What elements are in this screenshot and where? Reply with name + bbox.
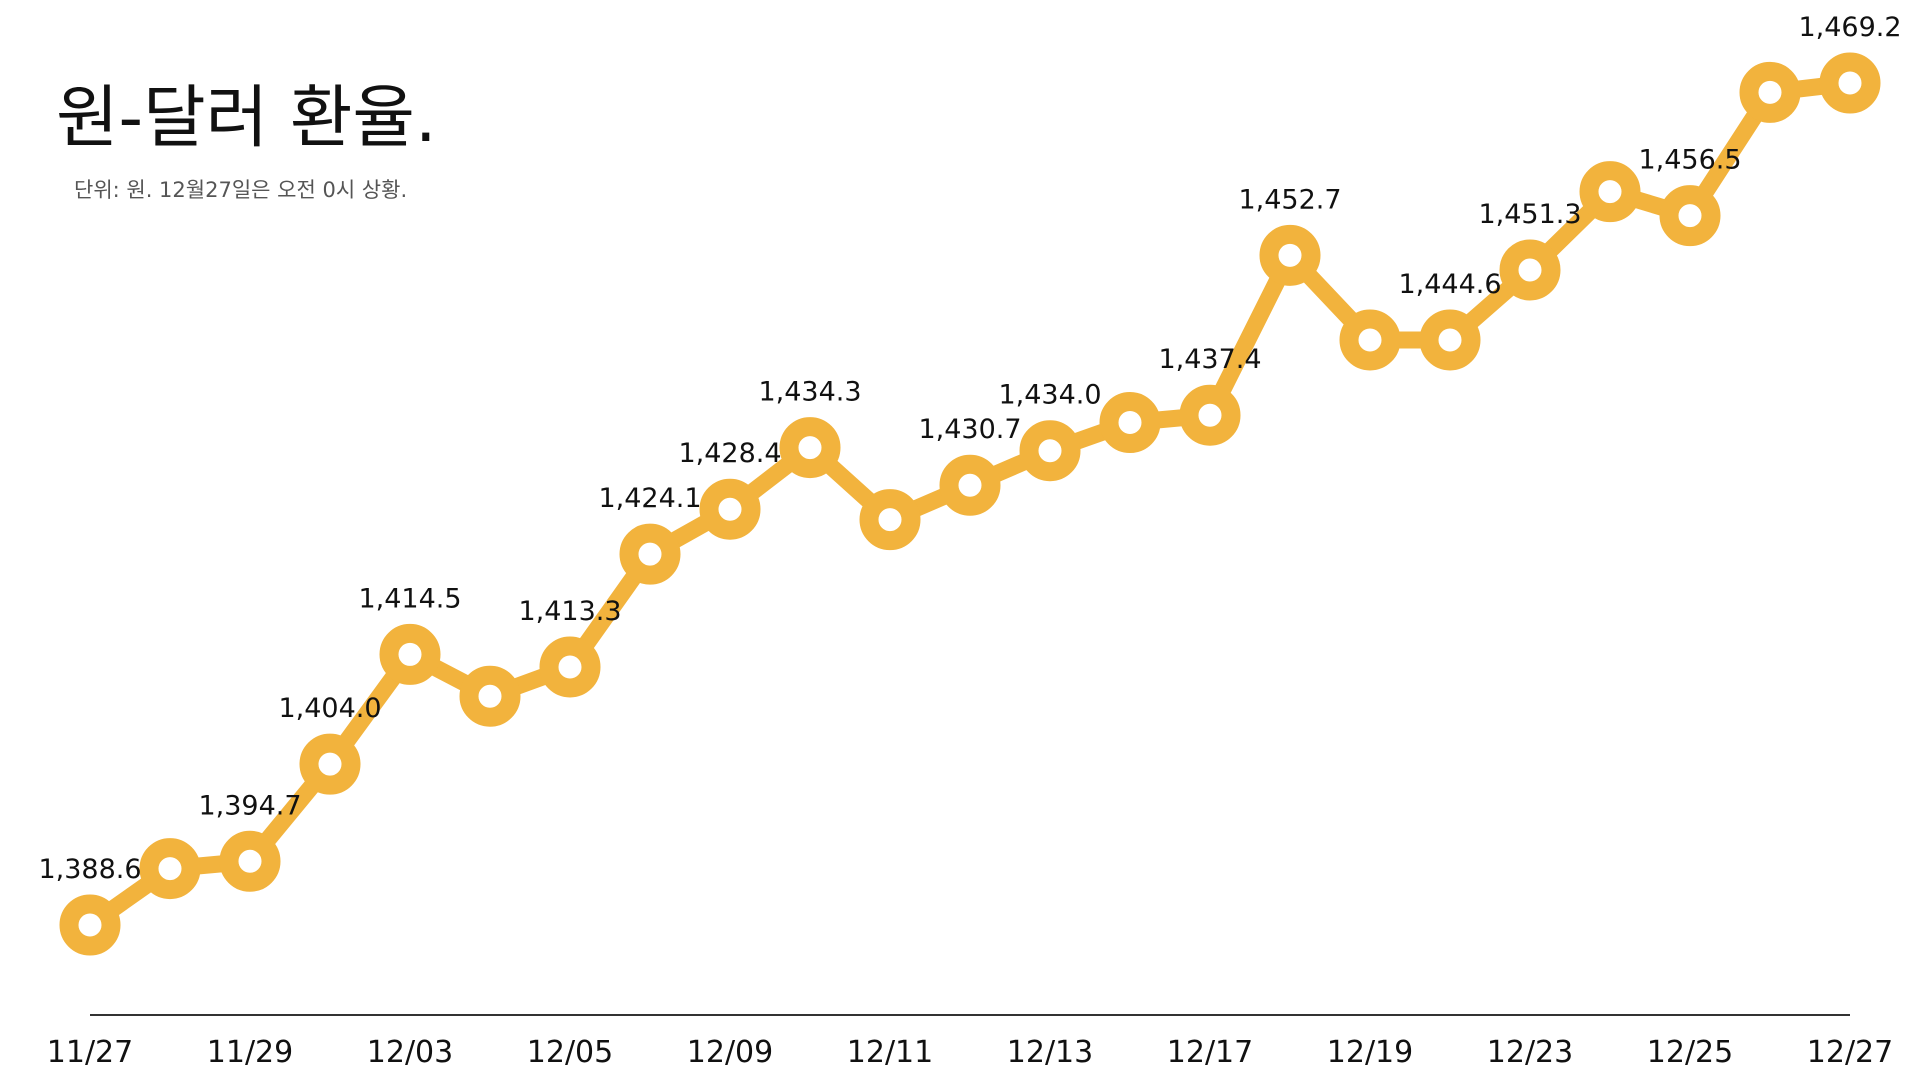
- data-label-7: 1,424.1: [598, 483, 701, 514]
- data-label-4: 1,414.5: [358, 583, 461, 614]
- data-label-layer: 1,388.6 1,394.7 1,404.0 1,414.5 1,413.3 1,424…: [38, 12, 1901, 885]
- data-point-2: [219, 830, 281, 892]
- data-point-11: [939, 454, 1001, 516]
- data-point-15: [1259, 224, 1321, 286]
- x-tick-label-10: 12/11: [847, 1035, 933, 1070]
- data-point-5: [459, 665, 521, 727]
- x-tick-label-16: 12/19: [1327, 1035, 1413, 1070]
- data-point-20: [1659, 185, 1721, 247]
- x-tick-label-20: 12/25: [1647, 1035, 1733, 1070]
- x-tick-label-6: 12/05: [527, 1035, 613, 1070]
- x-tick-label-4: 12/03: [367, 1035, 453, 1070]
- x-tick-label-18: 12/23: [1487, 1035, 1573, 1070]
- data-point-8: [699, 478, 761, 540]
- chart-subtitle: 단위: 원. 12월27일은 오전 0시 상황.: [74, 178, 408, 202]
- data-label-6: 1,413.3: [518, 596, 621, 627]
- data-label-11: 1,430.7: [918, 414, 1021, 445]
- data-point-18: [1499, 239, 1561, 301]
- x-tick-layer: 11/27 11/29 12/03 12/05 12/09 12/11 12/13 12/17…: [47, 1035, 1893, 1070]
- data-label-15: 1,452.7: [1238, 184, 1341, 215]
- data-point-14: [1179, 384, 1241, 446]
- data-point-13: [1099, 392, 1161, 454]
- data-label-2: 1,394.7: [198, 790, 301, 821]
- data-label-17: 1,444.6: [1398, 269, 1501, 300]
- data-point-22: [1819, 52, 1881, 114]
- x-tick-label-12: 12/13: [1007, 1035, 1093, 1070]
- data-point-4: [379, 623, 441, 685]
- chart-title: 원-달러 환율.: [56, 79, 437, 158]
- data-point-7: [619, 523, 681, 585]
- data-point-0: [59, 894, 121, 956]
- data-point-16: [1339, 309, 1401, 371]
- data-point-17: [1419, 309, 1481, 371]
- data-label-8: 1,428.4: [678, 438, 781, 469]
- data-label-0: 1,388.6: [38, 854, 141, 885]
- data-point-10: [859, 489, 921, 551]
- data-label-14: 1,437.4: [1158, 344, 1261, 375]
- data-point-19: [1579, 161, 1641, 223]
- data-point-9: [779, 417, 841, 479]
- x-tick-label-22: 12/27: [1807, 1035, 1893, 1070]
- data-label-18: 1,451.3: [1478, 199, 1581, 230]
- data-label-12: 1,434.0: [998, 380, 1101, 411]
- x-tick-label-8: 12/09: [687, 1035, 773, 1070]
- x-tick-label-2: 11/29: [207, 1035, 293, 1070]
- data-point-21: [1739, 61, 1801, 123]
- x-tick-label-14: 12/17: [1167, 1035, 1253, 1070]
- data-label-9: 1,434.3: [758, 377, 861, 408]
- marker-layer: [59, 52, 1881, 956]
- data-point-1: [139, 838, 201, 900]
- data-point-6: [539, 636, 601, 698]
- data-point-12: [1019, 420, 1081, 482]
- data-label-20: 1,456.5: [1638, 145, 1741, 176]
- data-label-22: 1,469.2: [1798, 12, 1901, 43]
- x-tick-label-0: 11/27: [47, 1035, 133, 1070]
- data-point-3: [299, 733, 361, 795]
- data-label-3: 1,404.0: [278, 693, 381, 724]
